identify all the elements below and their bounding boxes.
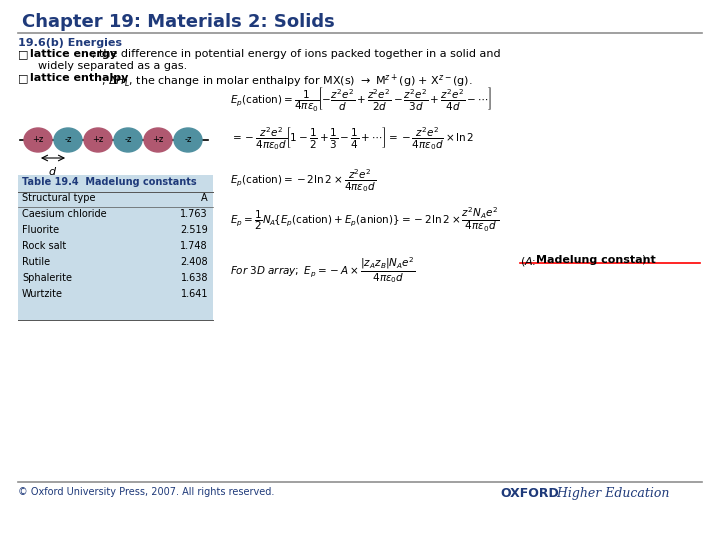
Text: Fluorite: Fluorite — [22, 225, 59, 235]
Text: widely separated as a gas.: widely separated as a gas. — [38, 61, 187, 71]
Text: lattice enthalpy: lattice enthalpy — [30, 73, 128, 83]
Text: Rutile: Rutile — [22, 257, 50, 267]
Text: © Oxford University Press, 2007. All rights reserved.: © Oxford University Press, 2007. All rig… — [18, 487, 274, 497]
Text: 2.519: 2.519 — [180, 225, 208, 235]
Text: 1.763: 1.763 — [181, 209, 208, 219]
Ellipse shape — [114, 128, 142, 152]
Text: A: A — [202, 193, 208, 203]
Text: +z: +z — [153, 134, 163, 144]
Text: -z: -z — [125, 134, 132, 144]
Text: 1.638: 1.638 — [181, 273, 208, 283]
Ellipse shape — [174, 128, 202, 152]
Ellipse shape — [84, 128, 112, 152]
Text: Chapter 19: Materials 2: Solids: Chapter 19: Materials 2: Solids — [22, 13, 335, 31]
Text: Sphalerite: Sphalerite — [22, 273, 72, 283]
Text: +z: +z — [92, 134, 104, 144]
Text: Madelung constant: Madelung constant — [536, 255, 656, 265]
Text: $d$: $d$ — [48, 165, 58, 177]
Text: 19.6(b) Energies: 19.6(b) Energies — [18, 38, 122, 48]
Text: 2.408: 2.408 — [181, 257, 208, 267]
Ellipse shape — [24, 128, 52, 152]
Text: 1.641: 1.641 — [181, 289, 208, 299]
Text: Table 19.4  Madelung constants: Table 19.4 Madelung constants — [22, 177, 197, 187]
Text: $E_p(\mathrm{cation}) = \dfrac{1}{4\pi\varepsilon_0}\!\left[-\dfrac{z^2e^2}{d}+\: $E_p(\mathrm{cation}) = \dfrac{1}{4\pi\v… — [230, 85, 492, 114]
Text: -z: -z — [64, 134, 72, 144]
Text: $E_p = \dfrac{1}{2}N_A\!\left\{E_p(\mathrm{cation})+E_p(\mathrm{anion})\right\} : $E_p = \dfrac{1}{2}N_A\!\left\{E_p(\math… — [230, 205, 500, 234]
Text: Caesium chloride: Caesium chloride — [22, 209, 107, 219]
Text: $= -\dfrac{z^2e^2}{4\pi\varepsilon_0 d}\!\left[1-\dfrac{1}{2}+\dfrac{1}{3}-\dfra: $= -\dfrac{z^2e^2}{4\pi\varepsilon_0 d}\… — [230, 125, 474, 152]
Text: $\mathit{For\ 3D\ array};\ E_p = -A\times\dfrac{|z_Az_B|N_Ae^2}{4\pi\varepsilon_: $\mathit{For\ 3D\ array};\ E_p = -A\time… — [230, 255, 415, 285]
Text: 1.748: 1.748 — [181, 241, 208, 251]
Text: Higher Education: Higher Education — [553, 487, 670, 500]
Text: lattice energy: lattice energy — [30, 49, 117, 59]
Text: ($A$:: ($A$: — [520, 255, 538, 268]
Text: ): ) — [641, 255, 645, 265]
Text: +z: +z — [32, 134, 44, 144]
Text: OXFORD: OXFORD — [500, 487, 559, 500]
Text: □: □ — [18, 49, 29, 59]
Text: □: □ — [18, 73, 29, 83]
Ellipse shape — [144, 128, 172, 152]
Ellipse shape — [54, 128, 82, 152]
Text: Structural type: Structural type — [22, 193, 96, 203]
Text: Wurtzite: Wurtzite — [22, 289, 63, 299]
Bar — [18, 175, 213, 321]
Text: -z: -z — [184, 134, 192, 144]
Text: Rock salt: Rock salt — [22, 241, 66, 251]
Text: $E_p(\mathrm{cation}) = -2\ln 2 \times \dfrac{z^2e^2}{4\pi\varepsilon_0 d}$: $E_p(\mathrm{cation}) = -2\ln 2 \times \… — [230, 167, 376, 194]
Text: , $\Delta H_L$, the change in molar enthalpy for MX(s) $\rightarrow$ M$^{z+}$(g): , $\Delta H_L$, the change in molar enth… — [101, 73, 472, 90]
Text: , the difference in potential energy of ions packed together in a solid and: , the difference in potential energy of … — [92, 49, 500, 59]
